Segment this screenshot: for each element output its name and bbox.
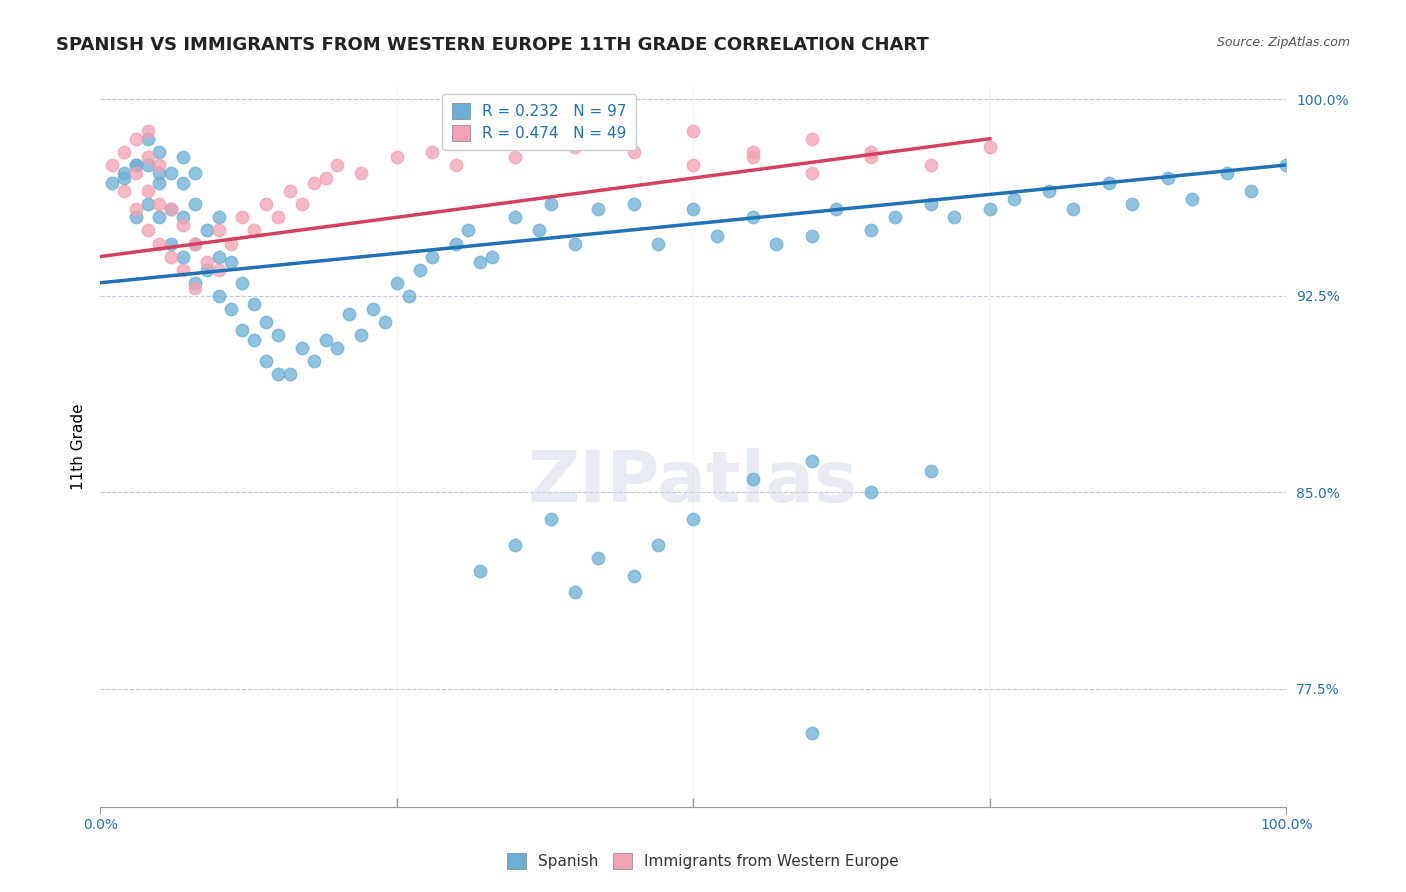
Text: Source: ZipAtlas.com: Source: ZipAtlas.com (1216, 36, 1350, 49)
Legend: R = 0.232   N = 97, R = 0.474   N = 49: R = 0.232 N = 97, R = 0.474 N = 49 (443, 94, 636, 151)
Text: SPANISH VS IMMIGRANTS FROM WESTERN EUROPE 11TH GRADE CORRELATION CHART: SPANISH VS IMMIGRANTS FROM WESTERN EUROP… (56, 36, 929, 54)
Y-axis label: 11th Grade: 11th Grade (72, 403, 86, 490)
Legend: Spanish, Immigrants from Western Europe: Spanish, Immigrants from Western Europe (501, 847, 905, 875)
Text: ZIPatlas: ZIPatlas (529, 448, 859, 517)
